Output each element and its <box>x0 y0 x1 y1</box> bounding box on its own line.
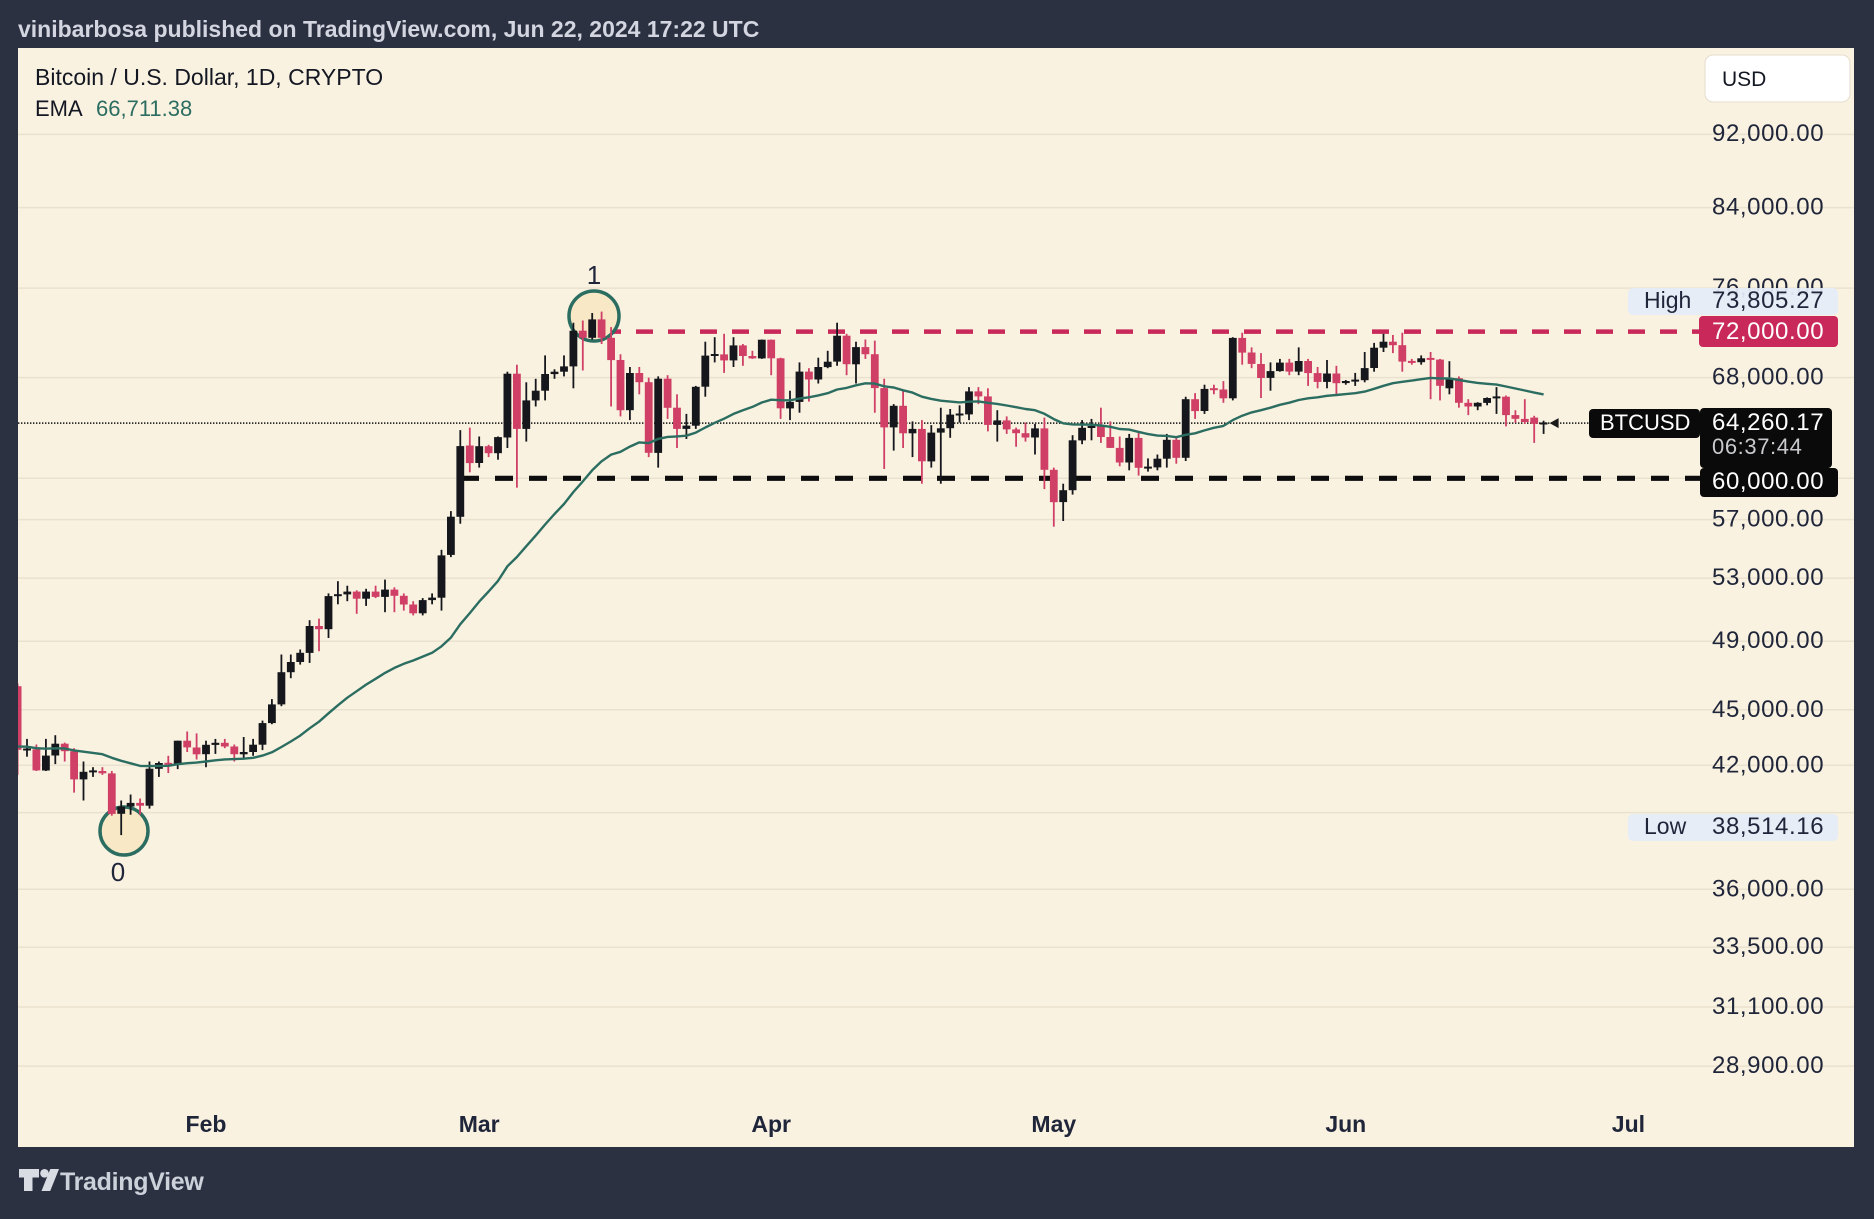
svg-text:73,805.27: 73,805.27 <box>1712 287 1824 314</box>
svg-text:33,500.00: 33,500.00 <box>1712 933 1824 960</box>
svg-text:1: 1 <box>587 260 601 290</box>
svg-text:42,000.00: 42,000.00 <box>1712 751 1824 778</box>
svg-text:31,100.00: 31,100.00 <box>1712 993 1824 1020</box>
svg-text:Apr: Apr <box>751 1111 791 1137</box>
svg-text:92,000.00: 92,000.00 <box>1712 120 1824 147</box>
svg-text:06:37:44: 06:37:44 <box>1712 434 1802 459</box>
svg-text:72,000.00: 72,000.00 <box>1712 318 1824 345</box>
svg-text:36,000.00: 36,000.00 <box>1712 875 1824 902</box>
svg-text:66,711.38: 66,711.38 <box>96 96 192 121</box>
svg-text:Jun: Jun <box>1325 1111 1366 1137</box>
svg-text:BTCUSD: BTCUSD <box>1600 410 1690 435</box>
svg-text:57,000.00: 57,000.00 <box>1712 506 1824 533</box>
svg-text:Jul: Jul <box>1612 1111 1645 1137</box>
svg-text:0: 0 <box>111 857 125 887</box>
svg-text:45,000.00: 45,000.00 <box>1712 696 1824 723</box>
svg-text:TradingView: TradingView <box>60 1168 204 1196</box>
svg-text:28,900.00: 28,900.00 <box>1712 1052 1824 1079</box>
svg-text:49,000.00: 49,000.00 <box>1712 627 1824 654</box>
svg-text:High: High <box>1644 287 1691 313</box>
svg-text:Low: Low <box>1644 813 1687 839</box>
svg-text:64,260.17: 64,260.17 <box>1712 409 1824 436</box>
svg-text:vinibarbosa published on Tradi: vinibarbosa published on TradingView.com… <box>18 16 759 42</box>
svg-text:84,000.00: 84,000.00 <box>1712 194 1824 221</box>
svg-text:EMA: EMA <box>35 96 83 121</box>
svg-text:Feb: Feb <box>186 1111 227 1137</box>
svg-text:Bitcoin / U.S. Dollar, 1D, CRY: Bitcoin / U.S. Dollar, 1D, CRYPTO <box>35 64 383 90</box>
svg-text:May: May <box>1031 1111 1076 1137</box>
svg-text:60,000.00: 60,000.00 <box>1712 468 1824 495</box>
svg-text:38,514.16: 38,514.16 <box>1712 813 1824 840</box>
svg-text:Mar: Mar <box>459 1111 500 1137</box>
svg-text:68,000.00: 68,000.00 <box>1712 364 1824 391</box>
svg-text:53,000.00: 53,000.00 <box>1712 564 1824 591</box>
svg-text:USD: USD <box>1722 68 1766 91</box>
